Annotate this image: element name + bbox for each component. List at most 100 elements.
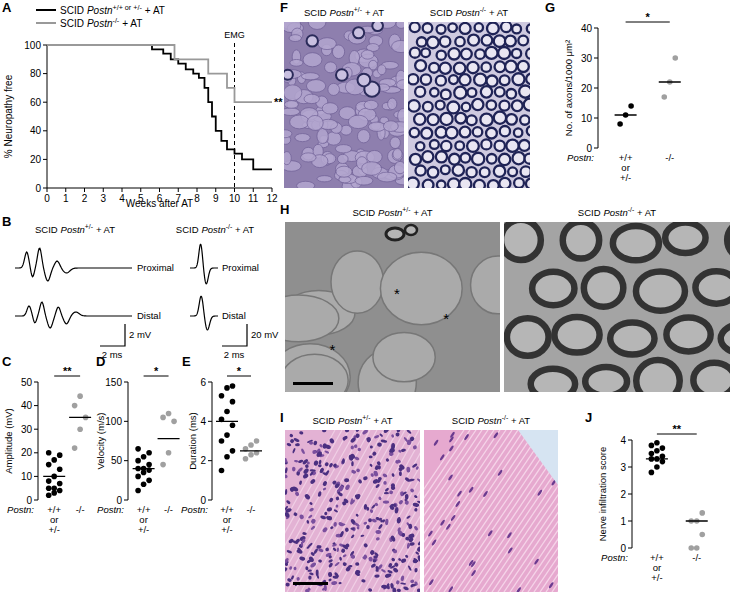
scale-label: 20 mV — [251, 329, 279, 340]
data-point — [146, 450, 152, 456]
axon-ring — [495, 87, 505, 97]
nucleus — [363, 476, 369, 481]
y-tick — [594, 118, 598, 119]
panel-letter: C — [2, 354, 12, 369]
nucleus — [401, 533, 406, 538]
y-tick — [628, 494, 632, 495]
nucleus — [403, 436, 408, 442]
nucleus — [298, 459, 304, 463]
nucleus — [344, 430, 349, 433]
nucleus — [310, 518, 316, 525]
plot-area — [47, 43, 272, 188]
x-tick — [47, 188, 48, 192]
axon-ring — [428, 167, 439, 178]
y-tick — [594, 28, 598, 29]
nucleus — [316, 574, 320, 579]
axon-ring — [475, 49, 485, 59]
data-point — [135, 474, 141, 480]
category-axis-title: Postn: — [181, 504, 208, 515]
axon-ring — [415, 60, 426, 71]
data-point — [254, 438, 260, 444]
nucleus — [368, 518, 372, 523]
nucleus — [328, 497, 334, 503]
axon-ring — [505, 61, 517, 73]
nucleus — [296, 577, 300, 581]
nucleus — [301, 538, 306, 544]
y-tick-label: 50 — [21, 377, 33, 388]
y-axis — [128, 382, 129, 500]
axon-ring — [514, 128, 522, 136]
axon-ring — [468, 88, 477, 97]
tissue-cell — [295, 134, 310, 142]
data-point — [141, 454, 147, 460]
x-tick — [253, 188, 254, 192]
scale-bar — [222, 324, 247, 346]
label-part: +/- — [402, 206, 410, 213]
nucleus — [332, 542, 335, 545]
emg-trace — [15, 248, 132, 281]
data-point — [51, 457, 57, 463]
axon-ring — [416, 142, 424, 150]
axon-ring — [437, 25, 446, 34]
label-part: Postn — [338, 415, 362, 426]
tissue-cell — [361, 50, 374, 59]
nucleus — [354, 571, 360, 576]
tissue-bg — [284, 22, 404, 188]
axon-ring — [462, 103, 471, 112]
tissue-cell — [303, 53, 322, 67]
axon-ring — [506, 140, 518, 152]
y-tick — [208, 421, 212, 422]
nucleus — [376, 537, 380, 541]
axon-ring — [453, 164, 464, 175]
nucleus — [300, 448, 305, 454]
nucleus — [344, 478, 349, 482]
nucleus — [379, 433, 383, 437]
y-tick-label: 2 — [200, 455, 206, 466]
label-part: Postn — [87, 18, 113, 29]
nucleus — [493, 432, 499, 439]
nucleus — [318, 559, 322, 563]
nucleus — [285, 567, 288, 573]
x-tick — [103, 188, 104, 192]
data-point — [694, 545, 700, 551]
nucleus — [417, 588, 420, 592]
axon-ring — [481, 139, 491, 149]
myelin-ring — [721, 324, 730, 354]
nucleus — [285, 489, 287, 495]
axon-ring — [410, 48, 420, 58]
category-axis-title: Postn: — [601, 552, 628, 563]
axon-ring — [449, 75, 458, 84]
nucleus — [299, 480, 303, 485]
axon-ring — [423, 180, 434, 188]
panel-letter: I — [280, 410, 284, 425]
nucleus — [342, 458, 345, 462]
label-part: + AT — [511, 415, 530, 426]
trace-label: Distal — [137, 310, 161, 321]
nucleus — [328, 462, 333, 468]
nucleus — [373, 555, 378, 559]
nucleus — [378, 523, 384, 529]
nucleus — [285, 459, 288, 463]
axon-ring — [436, 151, 447, 162]
marker: * — [329, 341, 335, 358]
emg-trace — [15, 302, 132, 328]
y-tick — [124, 500, 128, 501]
myelin-ring — [554, 317, 599, 353]
data-point — [660, 453, 666, 459]
data-point — [230, 422, 236, 428]
nucleus — [400, 575, 404, 581]
nucleus — [285, 557, 289, 564]
tissue-cell — [307, 115, 323, 130]
nucleus — [338, 485, 345, 493]
data-point — [46, 478, 52, 484]
nucleus — [307, 542, 313, 548]
nucleus — [401, 448, 407, 452]
category-line: -/- — [76, 504, 85, 515]
fiber — [336, 430, 420, 592]
nucleus — [316, 450, 323, 457]
nucleus — [307, 587, 311, 591]
category-line: +/- — [221, 524, 232, 535]
category-label: -/- — [247, 504, 256, 515]
nucleus — [316, 545, 320, 549]
fiber — [285, 430, 370, 592]
